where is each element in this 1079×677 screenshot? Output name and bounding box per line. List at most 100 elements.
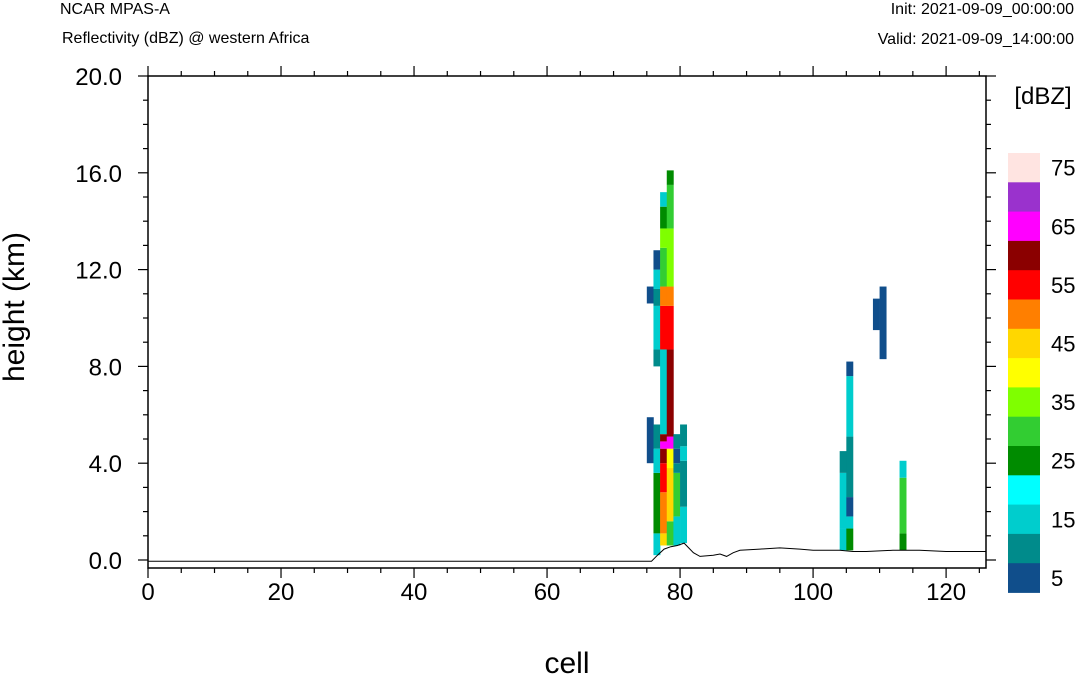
reflectivity-cell [666,170,674,185]
colorbar-label: 45 [1051,331,1075,356]
reflectivity-cell [680,506,688,544]
plot-subtitle: Reflectivity (dBZ) @ western Africa [62,30,310,47]
colorbar-label: 75 [1051,156,1075,181]
model-name: NCAR MPAS-A [60,1,170,18]
colorbar-swatch [1008,299,1040,330]
y-tick-label: 0.0 [89,548,122,575]
reflectivity-cell [660,247,668,287]
x-tick-labels: 0 20 40 60 80 100 120 [141,579,966,606]
reflectivity-cell [666,436,674,449]
reflectivity-cell [653,269,661,289]
reflectivity-cell [660,463,668,493]
reflectivity-cell [653,448,661,473]
reflectivity-cell [680,460,688,507]
reflectivity-cell [660,533,668,546]
init-time: Init: 2021-09-09_00:00:00 [890,1,1074,18]
reflectivity-cell [653,250,661,270]
colorbar-swatch [1008,387,1040,418]
y-tick-labels: 0.0 4.0 8.0 12.0 16.0 20.0 [75,64,122,575]
reflectivity-cell [673,434,681,449]
colorbar-swatch [1008,328,1040,359]
reflectivity-cell [680,424,688,447]
reflectivity-cell [680,446,688,461]
x-axis-label: cell [544,647,589,677]
reflectivity-cell [660,228,668,248]
reflectivity-cell [899,477,907,534]
colorbar-swatch [1008,211,1040,242]
reflectivity-cell [653,424,661,449]
colorbar-label: 55 [1051,273,1075,298]
colorbar: 5 15 25 35 45 55 65 75 [1008,153,1075,593]
reflectivity-cell [839,451,847,473]
reflectivity-cell [666,286,674,306]
terrain-profile [148,542,986,562]
reflectivity-cell [846,497,854,517]
colorbar-label: 35 [1051,390,1075,415]
colorbar-swatch [1008,270,1040,300]
colorbar-swatch [1008,563,1040,593]
reflectivity-cell [879,286,887,360]
y-axis-label: height (km) [0,232,31,382]
reflectivity-cell [846,376,854,437]
reflectivity-cell [872,298,880,331]
reflectivity-cell [899,460,907,478]
colorbar-swatch [1008,416,1040,447]
colorbar-swatch [1008,504,1040,535]
reflectivity-cell [673,463,681,473]
colorbar-swatch [1008,240,1040,271]
reflectivity-cell [660,349,668,435]
colorbar-swatch [1008,182,1040,212]
reflectivity-cell [666,184,674,229]
x-tick-label: 80 [667,579,694,606]
reflectivity-cell [653,533,661,556]
x-tick-label: 0 [141,579,154,606]
colorbar-swatch [1008,358,1040,388]
plot-frame [147,75,987,569]
reflectivity-cell [899,533,907,551]
reflectivity-cell [666,349,674,437]
colorbar-title: [dBZ] [1014,83,1071,110]
y-tick-label: 4.0 [89,451,122,478]
terrain-line [148,542,986,562]
x-tick-label: 20 [268,579,295,606]
reflectivity-cell [839,472,847,529]
reflectivity-cell [653,349,661,367]
reflectivity-cell [846,436,854,498]
valid-time: Valid: 2021-09-09_14:00:00 [877,31,1074,48]
colorbar-label: 15 [1051,507,1075,532]
x-tick-label: 40 [401,579,428,606]
reflectivity-cell [653,288,661,306]
reflectivity-cell [660,286,668,306]
y-tick-label: 8.0 [89,354,122,381]
reflectivity-cell [660,448,668,464]
reflectivity-cell [660,192,668,207]
reflectivity-cell [846,516,854,529]
axis-ticks [138,66,996,578]
colorbar-swatch [1008,533,1040,564]
reflectivity-cell [666,521,674,546]
reflectivity-cell [660,305,668,350]
reflectivity-cell [660,206,668,229]
y-tick-label: 20.0 [75,64,122,91]
reflectivity-cell [646,286,654,304]
reflectivity-cell [673,448,681,464]
x-tick-label: 120 [926,579,966,606]
x-tick-label: 60 [534,579,561,606]
colorbar-label: 5 [1051,566,1063,591]
colorbar-swatch [1008,475,1040,505]
reflectivity-cell [673,472,681,517]
reflectivity-cell [839,528,847,551]
y-tick-label: 12.0 [75,258,122,285]
reflectivity-cell [666,448,674,469]
reflectivity-cell [660,434,668,442]
x-tick-label: 100 [793,579,833,606]
y-tick-label: 16.0 [75,161,122,188]
reflectivity-cell [846,528,854,551]
reflectivity-cell [646,417,654,464]
colorbar-swatch [1008,153,1040,183]
reflectivity-cell [666,228,674,287]
colorbar-label: 25 [1051,449,1075,474]
reflectivity-cell [653,305,661,350]
colorbar-label: 65 [1051,214,1075,239]
